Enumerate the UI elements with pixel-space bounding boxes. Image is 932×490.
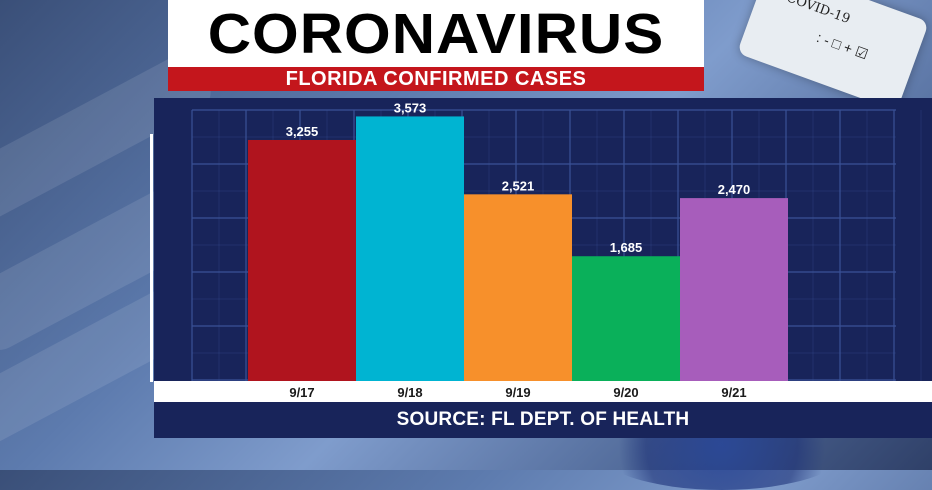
data-label: 3,255 xyxy=(286,124,319,139)
category-axis-strip xyxy=(154,381,932,402)
data-label: 3,573 xyxy=(394,100,427,115)
bar-9-17 xyxy=(248,139,356,381)
page-subtitle: FLORIDA CONFIRMED CASES xyxy=(285,67,587,90)
accent-line xyxy=(150,134,153,382)
source-text: SOURCE: FL DEPT. OF HEALTH xyxy=(396,409,690,430)
x-tick-label: 9/20 xyxy=(613,385,638,400)
bar-9-21 xyxy=(680,198,788,381)
bar-9-19 xyxy=(464,194,572,381)
data-label: 1,685 xyxy=(610,240,643,255)
x-tick-label: 9/18 xyxy=(397,385,422,400)
data-label: 2,521 xyxy=(502,178,535,193)
title-banner: CORONAVIRUS xyxy=(168,0,704,67)
subtitle-banner: FLORIDA CONFIRMED CASES xyxy=(168,67,704,91)
source-strip xyxy=(154,402,932,438)
x-tick-label: 9/17 xyxy=(289,385,314,400)
bar-9-20 xyxy=(572,256,680,381)
bar-9-18 xyxy=(356,116,464,381)
x-tick-label: 9/21 xyxy=(721,385,746,400)
data-label: 2,470 xyxy=(718,182,751,197)
source-bar: SOURCE: FL DEPT. OF HEALTH xyxy=(154,402,932,438)
bar-chart: 3,255 9/17 3,573 9/18 2,521 9/19 1,685 9/20 2,47… xyxy=(154,100,932,438)
x-tick-label: 9/19 xyxy=(505,385,530,400)
page-title: CORONAVIRUS xyxy=(207,1,665,65)
